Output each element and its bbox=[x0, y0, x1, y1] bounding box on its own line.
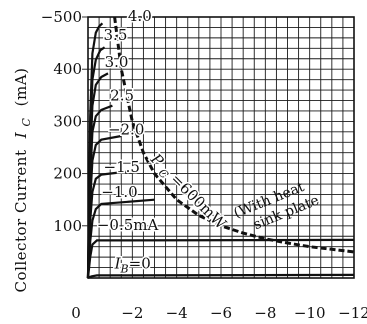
y-tick-label: 100 bbox=[53, 217, 82, 235]
x-axis-ticks: 0 −2 −4 −6 −8 −10 −12 bbox=[71, 304, 367, 322]
series-label-sub: B bbox=[120, 263, 129, 276]
series-label-main: I bbox=[114, 255, 122, 273]
y-axis-label-text: Collector Current bbox=[12, 150, 30, 293]
y-axis-label-unit: (mA) bbox=[12, 68, 30, 107]
x-tick-label: −2 bbox=[121, 304, 143, 322]
characteristic-curves bbox=[86, 22, 355, 279]
series-label: −2.0 bbox=[108, 120, 144, 138]
x-tick-label: −12 bbox=[338, 304, 367, 322]
series-label: −1.0 bbox=[101, 183, 137, 201]
series-label: 3.5 bbox=[104, 26, 128, 44]
y-tick-label: 400 bbox=[53, 60, 82, 78]
x-tick-label: −8 bbox=[254, 304, 276, 322]
x-tick-label: −6 bbox=[210, 304, 232, 322]
x-tick-label: 0 bbox=[71, 304, 81, 322]
y-tick-label: 300 bbox=[53, 112, 82, 130]
y-axis-label: Collector Current I C (mA) bbox=[12, 68, 34, 293]
series-label: −0.5mA bbox=[97, 216, 159, 234]
series-label: 2.5 bbox=[110, 87, 134, 105]
plot-frame bbox=[87, 16, 355, 279]
x-tick-label: −4 bbox=[166, 304, 188, 322]
series-label: IB=0 bbox=[114, 255, 151, 276]
series-line bbox=[86, 22, 104, 279]
series-label: 4.0 bbox=[128, 7, 152, 25]
y-axis-label-symbol: I bbox=[12, 131, 30, 139]
y-tick-label: −500 bbox=[41, 8, 82, 26]
series-label-rest: =0 bbox=[129, 255, 151, 273]
x-tick-label: −10 bbox=[294, 304, 326, 322]
y-axis-ticks: 100 200 300 400 −500 bbox=[41, 8, 88, 235]
series-line bbox=[87, 273, 355, 279]
y-tick-label: 200 bbox=[53, 165, 82, 183]
curve-labels: IB=0 −0.5mA −1.0 −1.5 −2.0 2.5 3.0 3.54.0 bbox=[95, 6, 160, 277]
series-label: 3.0 bbox=[105, 53, 129, 71]
y-axis-label-subscript: C bbox=[20, 118, 33, 127]
power-dissipation-curve bbox=[113, 16, 355, 254]
series-label: −1.5 bbox=[104, 158, 140, 176]
power-curve-label-sub: C bbox=[156, 166, 172, 182]
